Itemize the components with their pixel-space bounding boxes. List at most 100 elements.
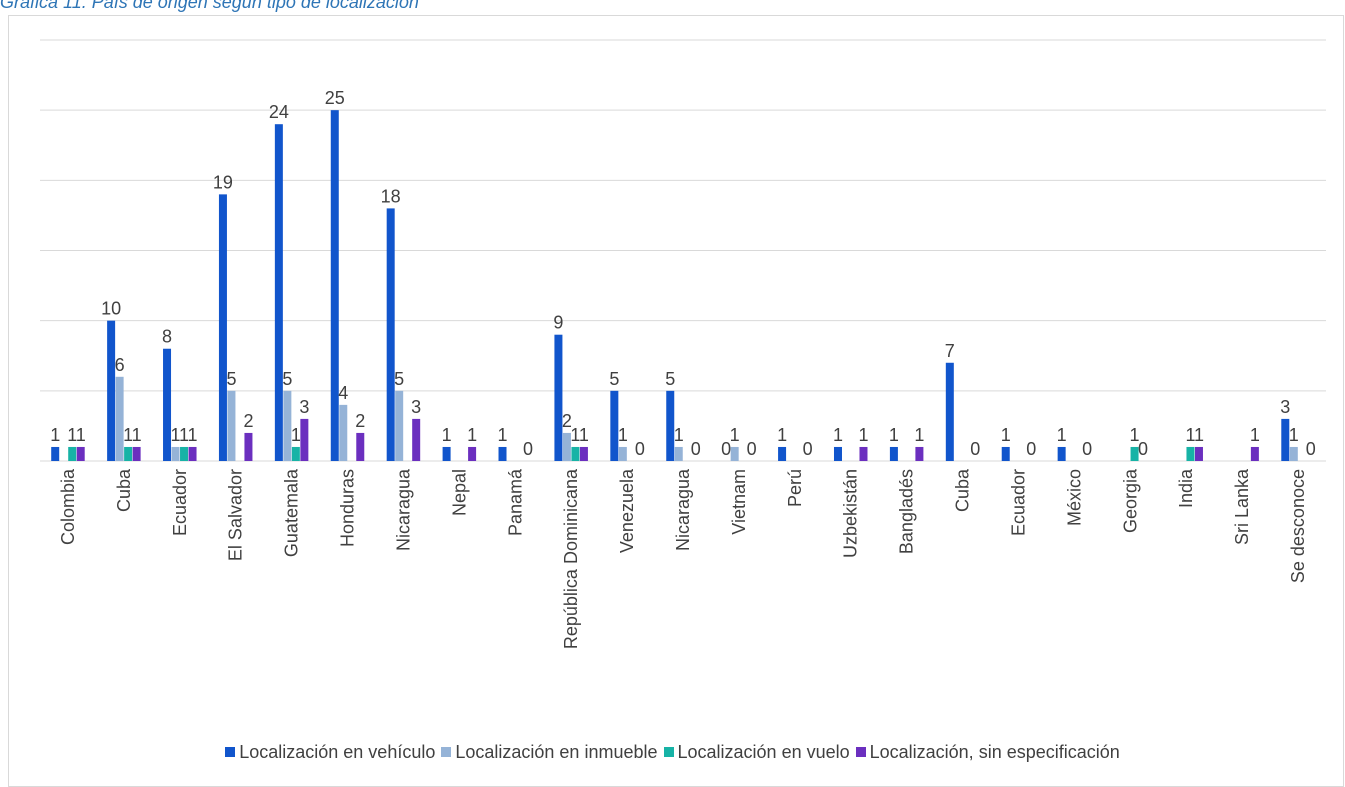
bar-vehiculo-13 [778, 446, 787, 461]
bar-vuelo-0 [68, 446, 77, 461]
category-label: Venezuela [617, 468, 637, 553]
data-label: 1 [123, 425, 133, 445]
data-label: 1 [1289, 425, 1299, 445]
data-label: 3 [1280, 397, 1290, 417]
bar-sin_especificacion-6 [412, 418, 421, 461]
category-label: Colombia [58, 468, 78, 545]
bar-sin_especificacion-0 [76, 446, 85, 461]
data-label: 1 [291, 425, 301, 445]
legend-label: Localización en inmueble [455, 741, 658, 762]
data-label: 0 [1138, 439, 1148, 459]
data-label: 1 [171, 425, 181, 445]
data-label: 1 [498, 425, 508, 445]
data-label: 0 [635, 439, 645, 459]
data-label: 0 [1306, 439, 1316, 459]
data-label: 1 [858, 425, 868, 445]
legend-label: Localización, sin especificación [869, 741, 1120, 762]
bar-inmueble-1 [115, 376, 124, 461]
bar-vehiculo-7 [442, 446, 451, 461]
legend-swatch [225, 747, 236, 757]
bar-vehiculo-17 [1001, 446, 1010, 461]
bar-inmueble-9 [562, 432, 571, 461]
bar-vehiculo-16 [945, 362, 954, 461]
category-label: Honduras [338, 469, 358, 547]
category-label: Uzbekistán [841, 469, 861, 558]
bar-sin_especificacion-5 [356, 432, 365, 461]
legend-item-sin_especificacion: Localización, sin especificación [855, 741, 1120, 763]
bar-vehiculo-10 [610, 390, 619, 461]
bar-sin_especificacion-2 [188, 446, 197, 461]
data-label: 0 [1026, 439, 1036, 459]
bar-vuelo-20 [1186, 446, 1195, 461]
data-label: 1 [1250, 425, 1260, 445]
data-label: 3 [411, 397, 421, 417]
bar-vehiculo-15 [889, 446, 898, 461]
data-label: 5 [282, 369, 292, 389]
legend-swatch [663, 747, 674, 757]
data-label: 1 [618, 425, 628, 445]
data-label: 18 [381, 186, 401, 206]
legend-item-inmueble: Localización en inmueble [441, 741, 658, 763]
data-label: 1 [467, 425, 477, 445]
category-label: Guatemala [282, 468, 302, 557]
data-label: 1 [50, 425, 60, 445]
data-label: 1 [1194, 425, 1204, 445]
bar-inmueble-10 [618, 446, 627, 461]
bar-vehiculo-22 [1281, 418, 1290, 461]
legend-swatch [855, 747, 866, 757]
bar-vehiculo-0 [51, 446, 60, 461]
data-label: 5 [665, 369, 675, 389]
data-label: 1 [833, 425, 843, 445]
data-label: 0 [747, 439, 757, 459]
chart-caption: Gráfica 11. País de origen según tipo de… [0, 0, 419, 12]
data-label: 1 [777, 425, 787, 445]
data-label: 1 [1001, 425, 1011, 445]
legend-label: Localización en vuelo [677, 741, 850, 762]
data-label: 1 [579, 425, 589, 445]
bar-vuelo-1 [124, 446, 133, 461]
category-label: México [1064, 469, 1084, 526]
bar-vuelo-2 [180, 446, 189, 461]
data-label: 1 [570, 425, 580, 445]
data-label: 5 [394, 369, 404, 389]
data-label: 1 [1130, 425, 1140, 445]
data-label: 0 [691, 439, 701, 459]
bar-sin_especificacion-15 [915, 446, 924, 461]
data-label: 1 [914, 425, 924, 445]
data-label: 5 [609, 369, 619, 389]
category-label: India [1176, 468, 1196, 508]
bar-vehiculo-6 [386, 208, 395, 461]
data-label: 24 [269, 102, 289, 122]
bar-vehiculo-1 [107, 320, 116, 461]
legend-item-vuelo: Localización en vuelo [663, 741, 850, 763]
bar-vehiculo-2 [163, 348, 172, 461]
category-label: Nepal [449, 469, 469, 516]
bar-inmueble-3 [227, 390, 236, 461]
bar-vuelo-9 [571, 446, 580, 461]
bar-inmueble-4 [283, 390, 292, 461]
bar-sin_especificacion-1 [132, 446, 141, 461]
data-label: 7 [945, 341, 955, 361]
data-label: 0 [721, 439, 731, 459]
category-label: Cuba [953, 468, 973, 512]
bar-sin_especificacion-3 [244, 432, 253, 461]
bar-sin_especificacion-14 [859, 446, 868, 461]
category-label: Nicaragua [673, 468, 693, 551]
category-label: Nicaragua [393, 468, 413, 551]
bar-vuelo-4 [291, 446, 300, 461]
data-label: 1 [442, 425, 452, 445]
category-label: República Dominicana [561, 468, 581, 649]
bar-vehiculo-18 [1057, 446, 1066, 461]
data-label: 0 [523, 439, 533, 459]
data-label: 1 [1057, 425, 1067, 445]
data-label: 1 [76, 425, 86, 445]
bar-inmueble-12 [730, 446, 739, 461]
category-label: Se desconoce [1288, 469, 1308, 583]
data-label: 6 [115, 355, 125, 375]
data-label: 19 [213, 172, 233, 192]
data-label: 2 [243, 411, 253, 431]
data-label: 9 [553, 313, 563, 333]
bar-vuelo-19 [1130, 446, 1139, 461]
data-label: 4 [338, 383, 348, 403]
